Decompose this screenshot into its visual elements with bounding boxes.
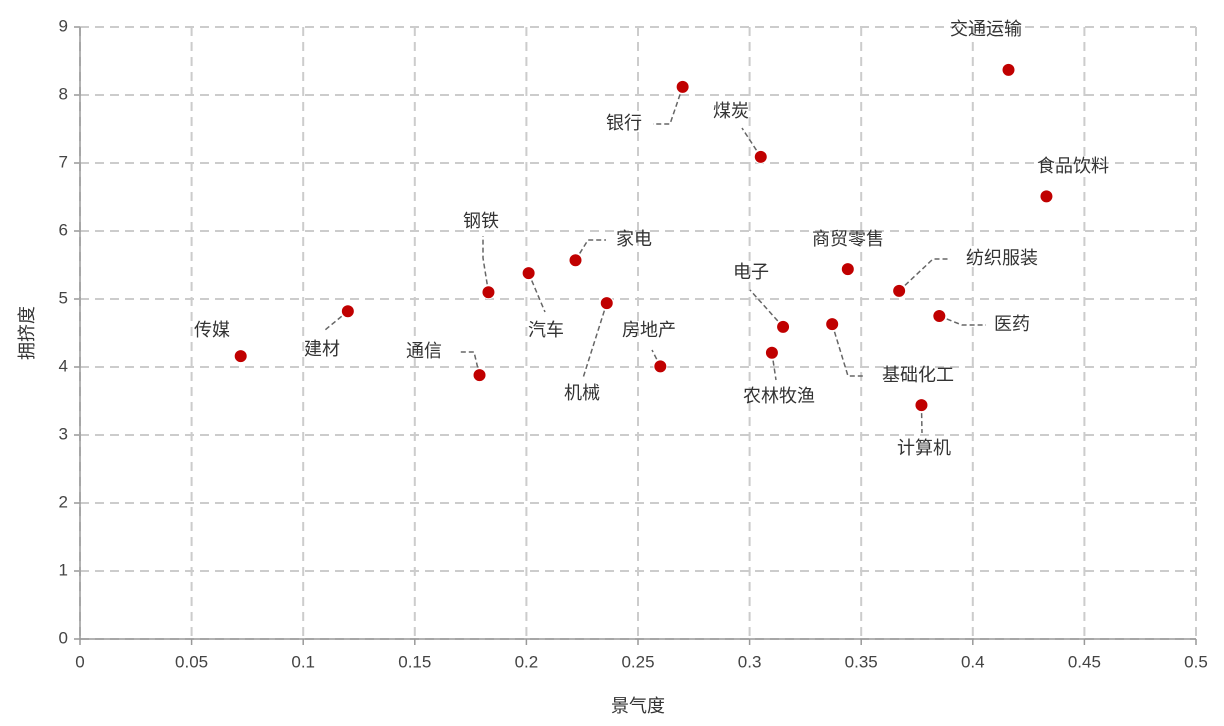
point bbox=[653, 359, 668, 374]
y-tick-label: 7 bbox=[59, 152, 68, 171]
point-label: 农林牧渔 bbox=[743, 386, 815, 407]
point bbox=[521, 266, 536, 281]
x-tick-label: 0.5 bbox=[1184, 652, 1208, 671]
x-tick-label: 0.3 bbox=[738, 652, 762, 671]
point-label: 汽车 bbox=[528, 320, 564, 341]
point bbox=[825, 317, 840, 332]
y-axis-label: 拥挤度 bbox=[17, 306, 38, 360]
x-tick-label: 0.15 bbox=[398, 652, 431, 671]
point-label: 计算机 bbox=[897, 438, 951, 459]
leader-line bbox=[574, 239, 606, 261]
point bbox=[340, 304, 355, 319]
y-tick-label: 1 bbox=[59, 560, 68, 579]
leader-line bbox=[741, 127, 762, 158]
x-tick-label: 0.45 bbox=[1068, 652, 1101, 671]
x-axis-label: 景气度 bbox=[611, 696, 665, 717]
leader-line bbox=[831, 323, 865, 377]
point-label: 交通运输 bbox=[950, 19, 1022, 40]
point-label: 传媒 bbox=[194, 320, 230, 341]
leader-line bbox=[458, 351, 481, 376]
point bbox=[892, 283, 907, 298]
point bbox=[568, 253, 583, 268]
x-tick-label: 0 bbox=[75, 652, 84, 671]
leader-line bbox=[939, 315, 986, 326]
point bbox=[764, 345, 779, 360]
point bbox=[932, 309, 947, 323]
x-tick-label: 0.2 bbox=[515, 652, 539, 671]
point-label: 纺织服装 bbox=[966, 248, 1038, 269]
point-label: 医药 bbox=[994, 314, 1030, 335]
point-label: 食品饮料 bbox=[1037, 156, 1109, 177]
leader-line bbox=[653, 86, 684, 125]
point bbox=[675, 79, 690, 94]
leader-line bbox=[482, 236, 490, 293]
y-tick-label: 6 bbox=[59, 220, 68, 239]
point bbox=[599, 296, 614, 311]
point bbox=[840, 262, 855, 277]
y-tick-label: 3 bbox=[59, 424, 68, 443]
y-tick-label: 0 bbox=[59, 628, 68, 647]
leader-line bbox=[582, 302, 608, 379]
point bbox=[753, 149, 768, 164]
x-tick-label: 0.05 bbox=[175, 652, 208, 671]
point-label: 家电 bbox=[616, 229, 652, 250]
point-label: 基础化工 bbox=[882, 365, 954, 386]
leader-line bbox=[749, 289, 784, 328]
point bbox=[472, 368, 487, 383]
point-label: 商贸零售 bbox=[812, 229, 884, 250]
point bbox=[1001, 62, 1016, 77]
leader-line bbox=[898, 258, 950, 292]
y-tick-label: 8 bbox=[59, 84, 68, 103]
point bbox=[1039, 189, 1054, 204]
point-label: 电子 bbox=[733, 262, 769, 283]
point-label: 煤炭 bbox=[713, 101, 749, 122]
point-label: 钢铁 bbox=[463, 211, 499, 232]
point-label: 建材 bbox=[304, 339, 340, 360]
point-label: 银行 bbox=[606, 113, 642, 134]
x-tick-label: 0.1 bbox=[291, 652, 315, 671]
y-tick-label: 5 bbox=[59, 288, 68, 307]
leader-line bbox=[527, 272, 546, 313]
point-label: 通信 bbox=[406, 341, 442, 362]
x-tick-label: 0.25 bbox=[621, 652, 654, 671]
x-tick-label: 0.4 bbox=[961, 652, 985, 671]
point bbox=[233, 349, 248, 364]
point bbox=[481, 285, 496, 300]
point bbox=[776, 319, 791, 334]
x-tick-label: 0.35 bbox=[845, 652, 878, 671]
point-label: 机械 bbox=[564, 383, 600, 404]
y-tick-label: 2 bbox=[59, 492, 68, 511]
y-tick-label: 9 bbox=[59, 16, 68, 35]
point-label: 房地产 bbox=[622, 320, 676, 341]
y-tick-label: 4 bbox=[59, 356, 68, 375]
point bbox=[914, 398, 929, 413]
